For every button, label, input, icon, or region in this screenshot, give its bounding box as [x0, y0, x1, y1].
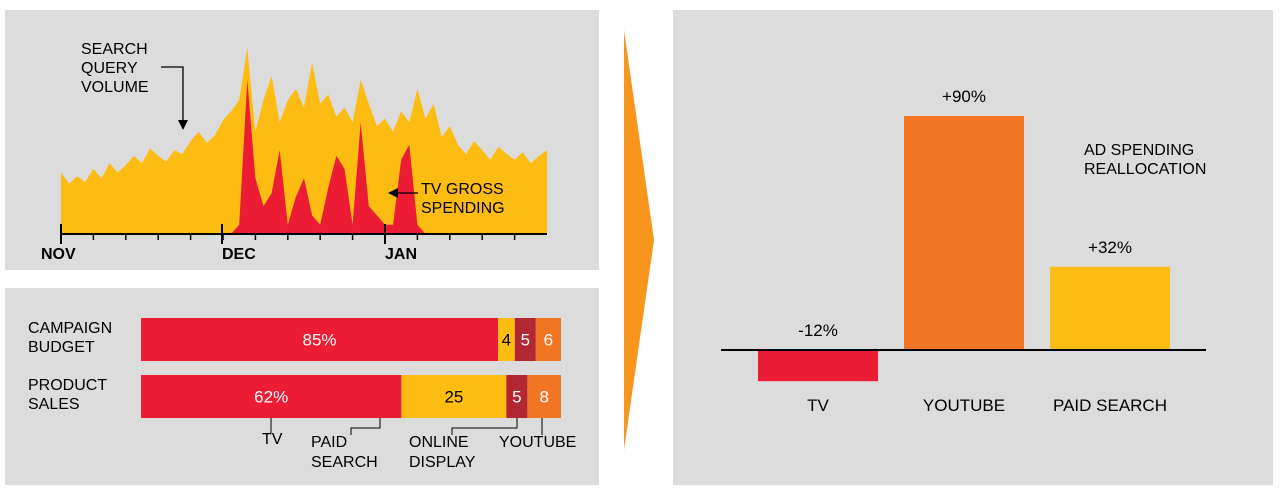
realloc-value-label: +90% — [942, 87, 986, 106]
tv-gross-spending-area — [61, 79, 547, 234]
realloc-category-label: YOUTUBE — [923, 396, 1005, 415]
realloc-value-label: +32% — [1088, 238, 1132, 257]
tick-label-dec: DEC — [222, 246, 256, 263]
search-annotation-line1: SEARCH — [81, 41, 148, 58]
bar-segment-tv — [141, 375, 402, 418]
row-label-sales-line1: PRODUCT — [28, 377, 107, 394]
tick-label-nov: NOV — [41, 246, 76, 263]
bar-segment-label: 8 — [539, 388, 548, 407]
realloc-bar-paid-search — [1050, 266, 1170, 350]
tv-arrowhead-icon — [388, 188, 398, 198]
x-minor-ticks — [92, 234, 516, 240]
bar-segment-paid-search — [401, 375, 507, 418]
tick-label-jan: JAN — [385, 246, 417, 263]
bar-segment-paid-search — [498, 318, 515, 361]
bar-segment-tv — [141, 318, 498, 361]
bar-segment-label: 5 — [512, 388, 521, 407]
search-vs-tv-panel: NOV DEC JAN SEARCH QUERY VOLUME TV GROSS… — [5, 10, 599, 270]
legend-youtube: YOUTUBE — [499, 434, 576, 451]
bar-segment-label: 25 — [444, 388, 463, 407]
row-label-sales-line2: SALES — [28, 396, 80, 413]
legend-leader-paid-search — [350, 418, 381, 435]
area-chart: NOV DEC JAN SEARCH QUERY VOLUME TV GROSS… — [41, 41, 547, 263]
stacked-bars: 85% 4 5 662% 25 5 8 — [141, 318, 561, 418]
realloc-bar-tv — [758, 350, 878, 382]
realloc-category-label: PAID SEARCH — [1053, 396, 1167, 415]
tv-annotation-line1: TV GROSS — [421, 181, 504, 198]
realloc-value-label: -12% — [798, 321, 838, 340]
ad-spending-reallocation-panel: AD SPENDING REALLOCATION -12% TV +90% YOUTU… — [673, 10, 1273, 485]
legend-leader-online-display — [451, 418, 518, 435]
search-annotation-line2: QUERY — [81, 60, 138, 77]
bar-segment-label: 5 — [521, 331, 530, 350]
bar-segment-youtube — [527, 375, 561, 418]
chart-title-line1: AD SPENDING — [1084, 142, 1194, 159]
search-leader-line — [161, 66, 184, 122]
legend-tv: TV — [262, 431, 283, 448]
realloc-bar-youtube — [904, 116, 1024, 350]
row-label-budget-line1: CAMPAIGN — [28, 320, 112, 337]
search-query-volume-area — [61, 48, 547, 234]
row-label-budget-line2: BUDGET — [28, 339, 95, 356]
stacked-bar-chart: CAMPAIGN BUDGET PRODUCT SALES 85% 4 5 662% 2… — [28, 318, 576, 471]
bar-segment-label: 62% — [254, 388, 288, 407]
bar-segment-online-display — [514, 318, 536, 361]
realloc-category-label: TV — [807, 396, 829, 415]
search-arrowhead-icon — [178, 120, 188, 130]
legend-paid-search-line1: PAID — [311, 434, 347, 451]
legend-paid-search-line2: SEARCH — [311, 454, 378, 471]
bar-segment-label: 6 — [544, 331, 553, 350]
legend-online-display-line1: ONLINE — [409, 434, 469, 451]
arrow-right-icon — [624, 30, 654, 450]
chart-title-line2: REALLOCATION — [1084, 161, 1206, 178]
legend-online-display-line2: DISPLAY — [409, 454, 476, 471]
bar-segment-label: 85% — [302, 331, 336, 350]
search-annotation-line3: VOLUME — [81, 79, 149, 96]
reallocation-bar-chart: AD SPENDING REALLOCATION -12% TV +90% YOUTU… — [721, 87, 1206, 415]
reallocation-bars: -12% TV +90% YOUTUBE +32% PAID SEARCH — [758, 87, 1170, 415]
bar-segment-label: 4 — [502, 331, 511, 350]
bar-segment-youtube — [535, 318, 561, 361]
tv-annotation-line2: SPENDING — [421, 200, 505, 217]
bar-segment-online-display — [506, 375, 528, 418]
budget-vs-sales-panel: CAMPAIGN BUDGET PRODUCT SALES 85% 4 5 6 62% 2… — [5, 288, 599, 485]
